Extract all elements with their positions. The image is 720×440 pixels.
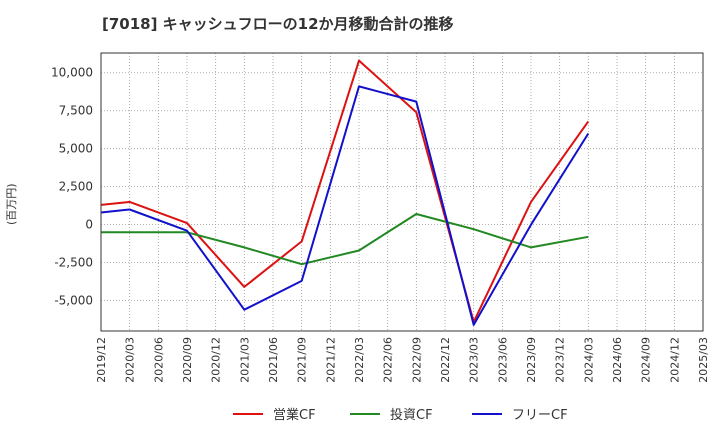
x-tick-label: 2019/12 — [95, 337, 108, 383]
x-tick-label: 2022/06 — [382, 337, 395, 383]
legend-label: 投資CF — [390, 407, 433, 423]
x-tick-label: 2024/06 — [611, 337, 624, 383]
x-tick-label: 2022/03 — [353, 337, 366, 383]
x-tick-label: 2020/09 — [181, 337, 194, 383]
y-tick-label: 10,000 — [51, 66, 93, 80]
series-line — [101, 213, 589, 266]
x-tick-label: 2024/12 — [668, 337, 681, 383]
legend-label: フリーCF — [512, 408, 568, 423]
y-tick-label: 2,500 — [59, 180, 93, 194]
x-tick-label: 2024/03 — [582, 337, 595, 383]
series-line — [100, 85, 590, 326]
x-tick-label: 2020/06 — [152, 337, 165, 383]
legend-layer: 営業CF 投資CF フリーCF — [233, 407, 568, 423]
x-tick-label: 2020/12 — [210, 337, 223, 383]
series-layer — [100, 59, 590, 326]
x-tick-label: 2023/09 — [525, 337, 538, 383]
x-tick-label: 2020/03 — [124, 337, 137, 383]
x-tick-label: 2021/06 — [267, 337, 280, 383]
plot-background — [101, 53, 703, 331]
y-tick-label: -2,500 — [54, 256, 93, 270]
y-tick-label: 7,500 — [59, 104, 93, 118]
x-tick-label: 2021/12 — [324, 337, 337, 383]
x-tick-label: 2023/12 — [554, 337, 567, 383]
grid-layer — [100, 53, 704, 331]
x-tick-label: 2023/06 — [496, 337, 509, 383]
series-line — [100, 59, 590, 323]
axis-layer: 10,000 7,500 5,000 2,500 0 -2,500 -5,000 2019/1… — [51, 52, 710, 383]
x-tick-label: 2023/03 — [468, 337, 481, 383]
legend-label: 営業CF — [273, 407, 316, 423]
y-tick-label: -5,000 — [54, 294, 93, 308]
x-tick-label: 2021/03 — [238, 337, 251, 383]
x-tick-label: 2022/09 — [410, 337, 423, 383]
x-tick-label: 2024/09 — [640, 337, 653, 383]
y-tick-label: 0 — [85, 218, 93, 232]
x-tick-label: 2021/09 — [296, 337, 309, 383]
y-tick-label: 5,000 — [59, 142, 93, 156]
x-tick-label: 2025/03 — [697, 337, 710, 383]
plot-frame — [100, 52, 704, 332]
chart-title: [7018] キャッシュフローの12か月移動合計の推移 — [102, 15, 454, 33]
x-tick-label: 2022/12 — [439, 337, 452, 383]
